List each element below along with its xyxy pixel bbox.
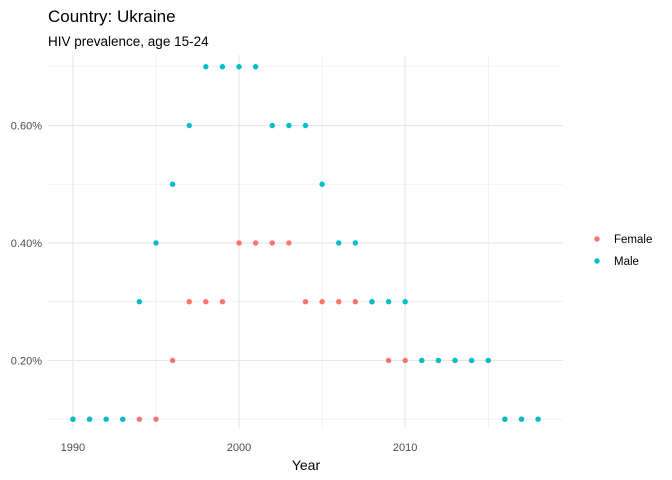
data-point-male xyxy=(302,122,309,129)
data-point-male xyxy=(86,416,93,422)
y-tick-label: 0.40% xyxy=(11,238,42,250)
x-tick-label: 1990 xyxy=(61,442,85,454)
data-point-male xyxy=(236,64,242,70)
data-point-male xyxy=(269,122,275,129)
data-point-male xyxy=(70,416,76,422)
data-point-male xyxy=(502,416,508,422)
data-point-male xyxy=(402,299,408,305)
legend-key-female xyxy=(594,236,600,242)
data-point-male xyxy=(435,357,442,364)
data-point-male xyxy=(468,357,475,364)
data-point-male xyxy=(103,416,109,422)
data-point-female xyxy=(352,299,359,305)
data-point-male xyxy=(352,240,359,246)
data-point-female xyxy=(402,357,408,364)
data-point-male xyxy=(252,64,259,70)
legend: Female Male xyxy=(594,234,652,268)
data-point-male xyxy=(186,122,192,129)
data-point-female xyxy=(153,416,159,422)
data-point-female xyxy=(219,299,226,305)
data-point-female xyxy=(385,357,392,364)
data-point-female xyxy=(169,357,176,364)
legend-label-female: Female xyxy=(614,234,652,246)
y-axis-ticks: 0.20% 0.40% 0.60% xyxy=(11,120,42,367)
data-point-male xyxy=(286,122,292,129)
chart-subtitle: HIV prevalence, age 15-24 xyxy=(48,34,209,49)
x-axis-ticks: 1990 2000 2010 xyxy=(61,442,418,454)
data-point-male xyxy=(419,357,425,364)
data-point-male xyxy=(319,181,325,187)
data-point-female xyxy=(302,299,309,305)
data-point-male xyxy=(518,416,525,422)
legend-label-male: Male xyxy=(614,256,639,268)
x-tick-label: 2010 xyxy=(393,442,417,454)
legend-key-male xyxy=(594,258,600,264)
data-point-male xyxy=(169,181,176,187)
data-point-female xyxy=(186,299,192,305)
grid xyxy=(48,55,563,428)
data-point-female xyxy=(136,416,143,422)
data-points xyxy=(70,64,541,422)
data-point-female xyxy=(336,299,342,305)
data-point-male xyxy=(452,357,458,364)
data-point-female xyxy=(252,240,259,246)
x-axis-title: Year xyxy=(292,457,321,473)
y-tick-label: 0.20% xyxy=(11,355,42,367)
data-point-female xyxy=(319,299,325,305)
data-point-male xyxy=(120,416,126,422)
data-point-male xyxy=(136,299,143,305)
data-point-male xyxy=(153,240,159,246)
data-point-male xyxy=(369,299,375,305)
data-point-male xyxy=(203,64,209,70)
y-tick-label: 0.60% xyxy=(11,120,42,132)
data-point-female xyxy=(286,240,292,246)
data-point-female xyxy=(236,240,242,246)
chart-title: Country: Ukraine xyxy=(48,7,176,26)
data-point-male xyxy=(219,64,226,70)
data-point-female xyxy=(203,299,209,305)
data-point-male xyxy=(535,416,541,422)
data-point-female xyxy=(269,240,275,246)
x-tick-label: 2000 xyxy=(227,442,251,454)
data-point-male xyxy=(385,299,392,305)
data-point-male xyxy=(485,357,491,364)
data-point-male xyxy=(336,240,342,246)
